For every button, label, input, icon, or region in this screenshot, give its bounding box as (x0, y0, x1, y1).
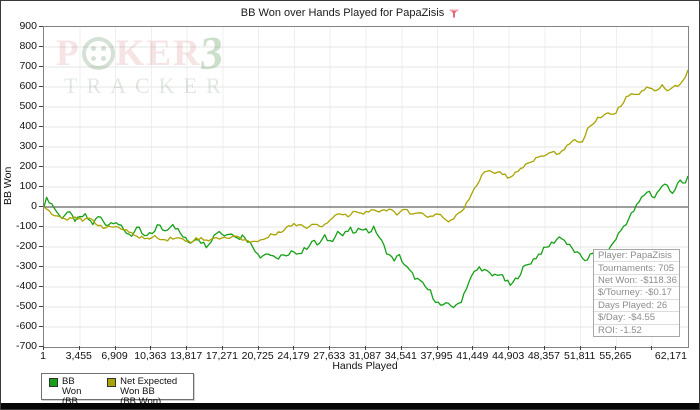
x-tick-label: 62,171 (654, 350, 687, 362)
y-tick-mark (39, 246, 43, 247)
y-tick-label: -400 (15, 280, 37, 292)
x-tick-label: 34,541 (384, 350, 417, 362)
y-tick-label: 400 (19, 120, 37, 132)
legend-label: Net Expected Won BB (BB Won) (120, 376, 178, 407)
x-tick-label: 27,633 (313, 350, 346, 362)
x-tick-label: 24,179 (277, 350, 310, 362)
x-tick-label: 31,087 (348, 350, 382, 362)
x-tick-mark (651, 346, 653, 350)
y-tick-label: -600 (15, 320, 37, 332)
y-tick-label: 200 (19, 160, 37, 172)
y-tick-label: -500 (15, 300, 37, 312)
y-tick-label: 100 (19, 180, 37, 192)
x-tick-label: 20,725 (241, 350, 274, 362)
x-tick-label: 3,455 (65, 350, 92, 362)
y-tick-mark (39, 286, 43, 287)
y-tick-label: -200 (15, 240, 37, 252)
x-tick-mark (329, 346, 331, 350)
y-tick-label: 0 (31, 200, 37, 212)
stat-row: Tournaments: 705 (594, 262, 679, 275)
y-tick-mark (39, 106, 43, 107)
x-tick-mark (472, 346, 474, 350)
stat-row: Net Won: -$118.36 (594, 275, 679, 288)
x-tick-mark (365, 346, 366, 350)
x-tick-mark (436, 346, 438, 350)
y-tick-label: 300 (19, 140, 37, 152)
x-tick-label: 41,449 (456, 350, 489, 362)
x-tick-label: 44,903 (492, 350, 525, 362)
x-tick-label: 13,817 (170, 350, 203, 362)
y-tick-mark (39, 26, 43, 27)
x-tick-label: 10,363 (134, 350, 167, 362)
x-tick-label: 48,357 (527, 350, 560, 362)
x-tick-mark (257, 346, 259, 350)
y-tick-mark (39, 186, 43, 187)
y-tick-mark (39, 146, 43, 147)
x-tick-label: 17,271 (205, 350, 238, 362)
x-tick-mark (508, 346, 510, 350)
chart-title: BB Won over Hands Played for PapaZisis (240, 7, 445, 19)
x-tick-mark (615, 346, 617, 350)
x-tick-label: 37,995 (420, 350, 453, 362)
y-tick-mark (39, 346, 43, 347)
plot-area (43, 26, 689, 348)
y-tick-mark (39, 306, 43, 307)
stat-row: Days Played: 26 (594, 300, 679, 313)
x-tick-mark (543, 346, 545, 350)
y-tick-mark (39, 86, 43, 87)
y-tick-mark (39, 66, 43, 67)
y-tick-mark (39, 266, 43, 267)
y-tick-label: -300 (15, 260, 37, 272)
legend-box: BB Won(BB Won)Net Expected Won BB(BB Won… (41, 373, 194, 409)
y-tick-mark (39, 166, 43, 167)
x-tick-label: 51,811 (564, 350, 596, 362)
x-axis-title: Hands Played (332, 360, 398, 372)
legend-entry-net-expected-won-bb: Net Expected Won BB (BB Won) (107, 377, 193, 407)
x-tick-label: 6,909 (101, 350, 128, 362)
x-tick-mark (579, 346, 581, 350)
y-tick-mark (39, 206, 43, 207)
y-tick-mark (39, 326, 43, 327)
x-tick-mark (186, 346, 188, 350)
y-tick-mark (39, 126, 43, 127)
stat-row: $/Tourney: -$0.17 (594, 287, 679, 300)
chart-title-row: BB Won over Hands Played for PapaZisis (1, 7, 699, 19)
y-tick-label: 700 (19, 60, 37, 72)
filter-icon[interactable] (449, 9, 459, 18)
x-tick-mark (78, 346, 80, 350)
y-tick-mark (39, 46, 43, 47)
x-tick-mark (43, 346, 44, 350)
x-tick-mark (150, 346, 152, 350)
y-tick-label: 500 (19, 100, 37, 112)
x-tick-mark (400, 346, 402, 350)
stat-row: $/Day: -$4.55 (594, 312, 679, 325)
legend-swatch (107, 378, 117, 387)
chart-svg (44, 27, 688, 347)
y-tick-label: 900 (19, 20, 37, 32)
bottom-black-bar (1, 403, 699, 409)
y-tick-label: -700 (15, 340, 37, 352)
series-line-bb-won (44, 175, 688, 309)
x-tick-mark (293, 346, 295, 350)
x-tick-mark (221, 346, 223, 350)
series-line-net-expected-won-bb (44, 69, 688, 244)
y-tick-label: 600 (19, 80, 37, 92)
y-tick-label: -100 (15, 220, 37, 232)
y-tick-mark (39, 226, 43, 227)
player-stats-box: Player: PapaZisis Tournaments: 705 Net Won… (593, 249, 680, 337)
stat-row: Player: PapaZisis (594, 250, 679, 263)
x-tick-mark (114, 346, 116, 350)
legend-swatch (49, 378, 58, 387)
x-tick-label: 55,265 (599, 350, 632, 362)
y-tick-label: 800 (19, 40, 37, 52)
stat-row: ROI: -1.52 (598, 324, 642, 336)
x-tick-label: 1 (40, 350, 46, 362)
